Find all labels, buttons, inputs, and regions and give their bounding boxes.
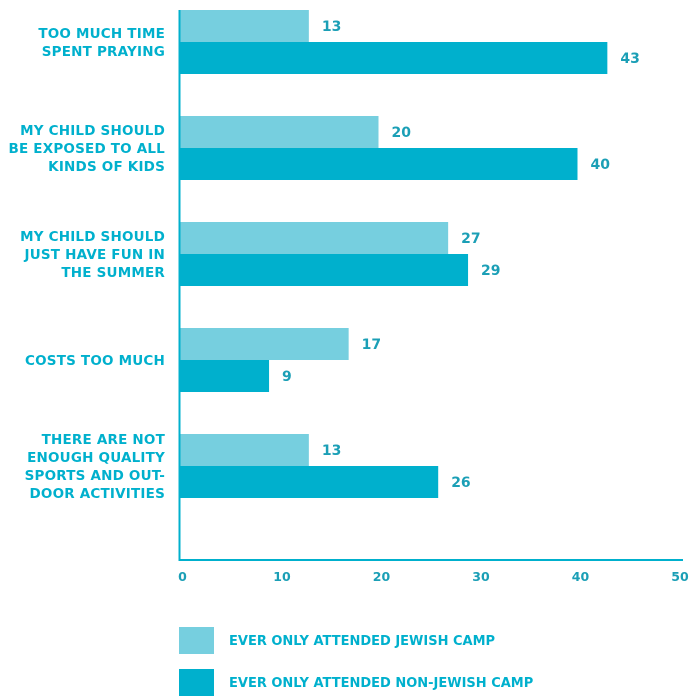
category-label-line: MY CHILD SHOULD: [20, 123, 165, 139]
value-label: 29: [481, 263, 500, 279]
x-tick-label: 40: [572, 569, 590, 584]
category-label-line: MY CHILD SHOULD: [20, 229, 165, 245]
category-label-line: DOOR ACTIVITIES: [30, 486, 166, 502]
legend-swatch-jewish-camp: [179, 627, 214, 654]
value-label: 9: [282, 369, 292, 385]
value-label: 13: [322, 443, 341, 459]
value-label: 27: [461, 231, 480, 247]
category-label-line: TOO MUCH TIME: [38, 26, 165, 42]
bar-jewish-camp-1: [180, 10, 309, 42]
category-label-line: SPORTS AND OUT-: [25, 468, 165, 484]
legend-label-non-jewish-camp: EVER ONLY ATTENDED NON-JEWISH CAMP: [229, 676, 533, 691]
bar-jewish-camp-3: [180, 222, 449, 254]
category-label: COSTS TOO MUCH: [25, 353, 165, 369]
bar-non-jewish-camp-2: [180, 148, 578, 180]
value-label: 43: [620, 51, 639, 67]
category-label: TOO MUCH TIME SPENT PRAYING: [38, 26, 165, 60]
value-label: 13: [322, 19, 341, 35]
x-tick-label: 20: [373, 569, 391, 584]
bar-jewish-camp-5: [180, 434, 309, 466]
category-label-line: SPENT PRAYING: [42, 44, 165, 60]
value-label: 17: [362, 337, 381, 353]
value-label: 40: [591, 157, 611, 173]
bar-non-jewish-camp-3: [180, 254, 469, 286]
x-tick-label: 30: [472, 569, 490, 584]
category-label-line: KINDS OF KIDS: [48, 159, 165, 175]
category-label-line: ENOUGH QUALITY: [27, 450, 165, 466]
category-label-line: COSTS TOO MUCH: [25, 353, 165, 369]
bar-non-jewish-camp-1: [180, 42, 608, 74]
bar-jewish-camp-4: [180, 328, 349, 360]
bar-jewish-camp-2: [180, 116, 379, 148]
category-label-line: JUST HAVE FUN IN: [23, 247, 165, 263]
bar-non-jewish-camp-5: [180, 466, 439, 498]
category-label: MY CHILD SHOULD BE EXPOSED TO ALL KINDS OF…: [8, 123, 165, 175]
legend-swatch-non-jewish-camp: [179, 669, 214, 696]
category-label-line: THERE ARE NOT: [42, 432, 166, 448]
x-tick-label: 50: [671, 569, 689, 584]
value-label: 20: [392, 125, 412, 141]
legend-label-jewish-camp: EVER ONLY ATTENDED JEWISH CAMP: [229, 634, 495, 649]
category-label-line: BE EXPOSED TO ALL: [8, 141, 165, 157]
bar-non-jewish-camp-4: [180, 360, 270, 392]
x-tick-label: 0: [178, 569, 187, 584]
category-label-line: THE SUMMER: [61, 265, 165, 281]
category-label: MY CHILD SHOULD JUST HAVE FUN IN THE SUMME…: [20, 229, 165, 281]
category-label: THERE ARE NOT ENOUGH QUALITY SPORTS AND OU…: [25, 432, 166, 502]
x-tick-label: 10: [273, 569, 291, 584]
value-label: 26: [451, 475, 470, 491]
